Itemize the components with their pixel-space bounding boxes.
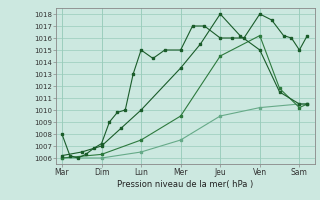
X-axis label: Pression niveau de la mer( hPa ): Pression niveau de la mer( hPa ) [117, 180, 254, 189]
